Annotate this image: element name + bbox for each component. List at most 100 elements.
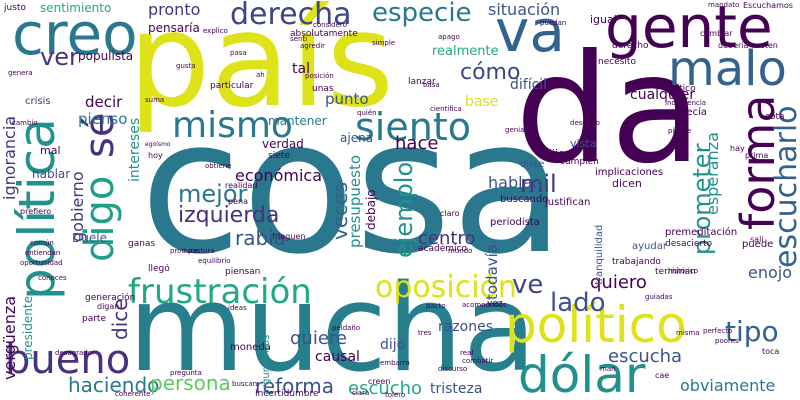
word-cualquier: cualquier (630, 87, 696, 103)
word-gente: gente (605, 0, 773, 61)
word-premeditacion: premeditación (665, 227, 738, 238)
word-agredir: agredir (300, 42, 326, 50)
word-ah: ah (256, 71, 265, 79)
word-indiferencia: indiferencia (665, 99, 707, 107)
word-obtiene: obtiene (205, 162, 232, 170)
word-cota: cota (765, 112, 785, 122)
word-ve: ve (512, 270, 544, 300)
word-toca: toca (762, 347, 780, 356)
word-base: base (465, 94, 499, 110)
word-politico: político (505, 296, 687, 354)
word-gusta: gusta (176, 62, 196, 70)
word-simple: simple (372, 39, 396, 47)
word-oportunidad: oportunidad (20, 259, 63, 267)
word-decia: decía (680, 107, 707, 118)
word-siete: siete (268, 151, 290, 161)
word-puedan: puedan (540, 19, 567, 27)
word-piense: piense (668, 127, 692, 135)
word-bueno: bueno (5, 337, 131, 383)
word-ayudar: ayudar (632, 241, 667, 252)
word-creen: creen (368, 377, 391, 386)
word-egoismo: egoísmo (145, 141, 171, 148)
word-siento: siento (355, 105, 471, 149)
word-particular: particular (210, 81, 254, 91)
word-necesito: necesito (598, 57, 636, 67)
word-ver: ver (40, 43, 79, 71)
word-ejemplo: ejemplo (390, 161, 418, 258)
word-llego: llegó (148, 264, 170, 274)
word-guiadas: guiadas (645, 293, 673, 301)
word-quien: quién (357, 109, 377, 117)
word-frustracion: frustración (128, 272, 312, 312)
word-academico: académico (418, 244, 467, 254)
word-situacion: situación (488, 0, 561, 19)
word-tristeza: tristeza (430, 381, 483, 397)
word-escucho: escucho (348, 378, 423, 399)
word-quiero: quiero (590, 272, 647, 293)
word-va: va (495, 0, 565, 65)
word-ignorancia: ignorancia (0, 115, 19, 200)
word-historico: histórico (668, 267, 699, 275)
word-discurso: discurso (438, 365, 468, 373)
word-terminan: terminan (655, 267, 696, 277)
word-incertidumbre: Incertidumbre (255, 389, 319, 399)
word-centro: centro (418, 228, 476, 249)
word-tipo: tipo (725, 315, 779, 348)
word-punto: punto (325, 90, 369, 108)
word-absolutamente: absolutamente (290, 29, 358, 39)
word-derecha: derecha (230, 0, 352, 32)
word-peldano: peldaño (332, 324, 361, 332)
word-dificil: difícil (510, 77, 548, 93)
word-desacierto: desacierto (665, 239, 713, 249)
word-misma: misma (676, 329, 700, 337)
word-especie: especie (372, 0, 472, 28)
word-clara: clara (352, 389, 370, 397)
word-intereses: intereses (127, 117, 143, 182)
word-poores: poores (715, 337, 739, 345)
word-mandato: mandato (708, 1, 740, 9)
word-realidad: realidad (225, 181, 258, 190)
word-tal: tal (292, 61, 310, 77)
word-piensan: piensan (225, 267, 261, 277)
word-basa: basa (423, 81, 440, 89)
word-cae: cae (655, 371, 670, 380)
word-unas: unas (312, 84, 334, 94)
word-reforma: reforma (255, 374, 334, 398)
word-hablan: hablan (488, 173, 543, 192)
word-pronto: pronto (148, 0, 201, 19)
word-hablar: hablar (32, 167, 71, 181)
word-acomodados: acomodados (462, 301, 507, 309)
word-como: cómo (460, 60, 521, 85)
word-justo: justo (4, 3, 26, 13)
word-critico: crítico (668, 84, 696, 94)
word-crisis: crisis (25, 96, 51, 107)
word-pasa: pasa (230, 49, 247, 57)
word-dolar: dólar (518, 346, 646, 400)
word-mal: mal (40, 144, 61, 157)
word-explico: explico (203, 27, 228, 35)
word-oposicion: oposición (375, 270, 517, 305)
word-escucha: escucha (608, 346, 683, 367)
word-quiere: quiere (290, 328, 347, 349)
word-dije: dije (545, 147, 565, 160)
word-sentimiento: sentimiento (40, 1, 112, 15)
word-moneda: moneda (230, 342, 271, 353)
word-senti: senti (290, 35, 308, 43)
word-derecho: derecho (612, 41, 649, 51)
word-presidente: presidente (21, 296, 35, 360)
word-genera: genera (8, 69, 33, 77)
word-cientifica: científica (430, 105, 462, 113)
word-combatir: combatir (462, 357, 494, 365)
word-generacion: generación (85, 293, 136, 303)
word-considero: considero (313, 21, 347, 29)
word-buscan: buscan (232, 380, 258, 388)
word-mundo: mundo (448, 247, 473, 255)
word-desgano: desgano (570, 119, 600, 127)
word-digan: digan (97, 302, 120, 311)
word-tolero: tolero (385, 391, 406, 399)
word-malo: malo (668, 41, 787, 97)
word-frieguen: frieguen (272, 232, 306, 241)
word-obviamente: obviamente (680, 376, 776, 395)
word-diste: diste (520, 159, 545, 170)
word-cosa: cosa (140, 79, 565, 295)
